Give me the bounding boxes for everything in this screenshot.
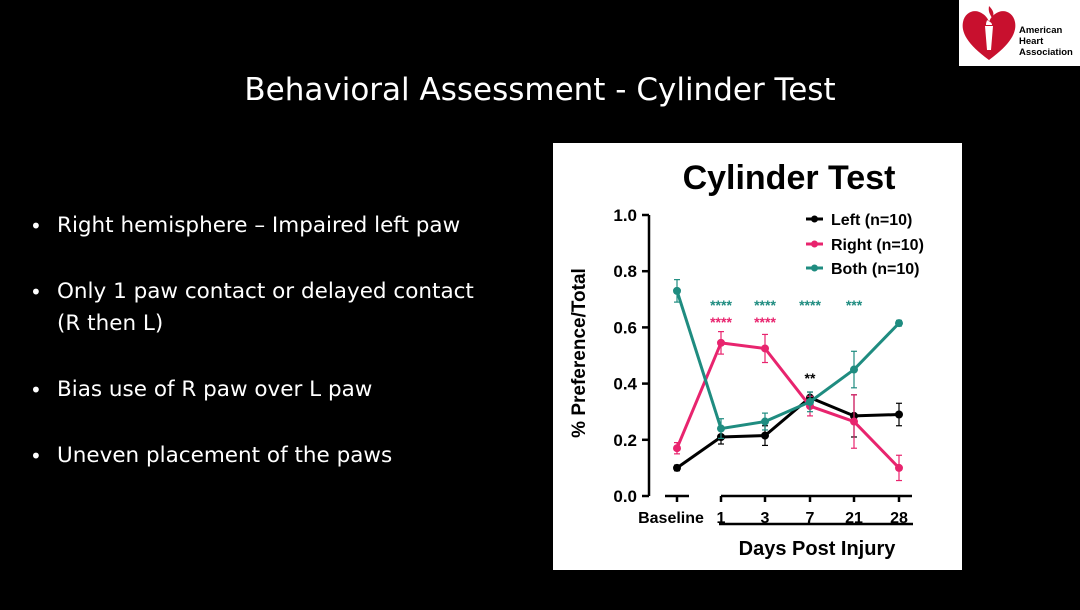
chart-panel: Cylinder Test % Preference/Total Days Po… — [553, 143, 962, 570]
bullet-item: Bias use of R paw over L paw — [30, 374, 500, 406]
data-point — [673, 463, 681, 472]
x-tick-label: Baseline — [638, 510, 704, 527]
series-line — [676, 395, 900, 470]
logo-text: American Heart Association — [1019, 25, 1073, 58]
data-point — [895, 410, 903, 419]
x-tick-label: 3 — [761, 510, 770, 527]
data-point — [761, 431, 769, 440]
data-point — [895, 463, 903, 472]
y-tick-label: 0.0 — [613, 487, 637, 506]
data-point — [895, 319, 903, 328]
significance-stars: ** — [805, 370, 816, 386]
x-tick-label: 1 — [717, 510, 726, 527]
bullet-list: Right hemisphere – Impaired left paw Onl… — [30, 210, 500, 506]
aha-logo: American Heart Association — [959, 0, 1080, 66]
data-point — [850, 365, 858, 374]
data-point — [673, 286, 681, 295]
legend-label: Both (n=10) — [831, 261, 919, 278]
bullet-item: Right hemisphere – Impaired left paw — [30, 210, 500, 242]
y-axis-label: % Preference/Total — [569, 268, 590, 438]
data-point — [761, 417, 769, 426]
legend-label: Right (n=10) — [831, 237, 924, 254]
legend-label: Left (n=10) — [831, 212, 912, 229]
data-point — [717, 424, 725, 433]
cylinder-test-chart: Cylinder Test % Preference/Total Days Po… — [569, 159, 924, 560]
data-point — [673, 444, 681, 453]
bullet-item: Uneven placement of the paws — [30, 440, 500, 472]
y-tick-label: 0.4 — [613, 375, 637, 394]
significance-stars: **** — [754, 314, 776, 330]
legend-marker — [811, 240, 818, 248]
series-line — [675, 341, 901, 469]
chart-title: Cylinder Test — [683, 159, 896, 197]
bullet-text: Right hemisphere – Impaired left paw — [57, 213, 461, 238]
y-tick-label: 0.8 — [613, 262, 637, 281]
data-point — [717, 338, 725, 347]
x-tick-label: 7 — [806, 510, 815, 527]
bullet-text: Uneven placement of the paws — [57, 443, 393, 468]
y-tick-label: 1.0 — [613, 206, 637, 225]
heart-torch-icon — [962, 6, 1016, 60]
significance-stars: **** — [799, 297, 821, 313]
series-line — [675, 290, 901, 431]
significance-stars: **** — [710, 297, 732, 313]
bullet-text: Bias use of R paw over L paw — [57, 377, 373, 402]
slide-title: Behavioral Assessment - Cylinder Test — [244, 72, 836, 108]
x-axis-label: Days Post Injury — [739, 538, 897, 560]
y-tick-label: 0.6 — [613, 318, 637, 337]
legend-marker — [811, 215, 818, 223]
significance-stars: **** — [710, 314, 732, 330]
legend-marker — [811, 264, 818, 272]
bullet-text: Only 1 paw contact or delayed contact (R… — [57, 279, 474, 336]
bullet-item: Only 1 paw contact or delayed contact (R… — [30, 276, 500, 340]
significance-stars: *** — [846, 297, 863, 313]
y-tick-label: 0.2 — [613, 431, 637, 450]
significance-stars: **** — [754, 297, 776, 313]
data-point — [850, 417, 858, 426]
data-point — [761, 344, 769, 353]
data-point — [806, 397, 814, 406]
